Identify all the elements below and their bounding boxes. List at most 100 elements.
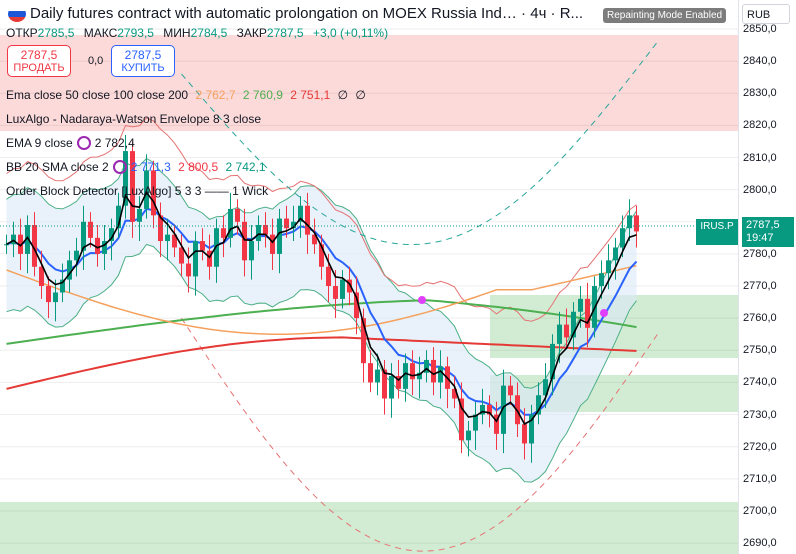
bullish-candle[interactable] bbox=[109, 228, 114, 242]
bearish-candle[interactable] bbox=[410, 363, 415, 380]
bullish-candle[interactable] bbox=[550, 343, 555, 380]
buy-button[interactable]: 2787,5 КУПИТЬ bbox=[111, 45, 175, 77]
bullish-candle[interactable] bbox=[466, 430, 471, 441]
bearish-candle[interactable] bbox=[319, 244, 324, 267]
bullish-candle[interactable] bbox=[102, 241, 107, 254]
bearish-candle[interactable] bbox=[18, 234, 23, 254]
bearish-candle[interactable] bbox=[179, 247, 184, 264]
bullish-candle[interactable] bbox=[340, 279, 345, 299]
bullish-candle[interactable] bbox=[557, 324, 562, 344]
bullish-candle[interactable] bbox=[11, 234, 16, 245]
price-axis[interactable]: 2850,02840,02830,02820,02810,02800,02790… bbox=[738, 0, 796, 554]
bearish-candle[interactable] bbox=[396, 376, 401, 389]
bearish-candle[interactable] bbox=[32, 224, 37, 267]
bullish-candle[interactable] bbox=[60, 279, 65, 293]
bearish-candle[interactable] bbox=[263, 224, 268, 235]
bearish-candle[interactable] bbox=[151, 170, 156, 216]
indicator-order-block[interactable]: Order Block Detector [LuxAlgo] 5 3 3 —— … bbox=[6, 184, 268, 198]
bullish-candle[interactable] bbox=[165, 234, 170, 242]
sell-button[interactable]: 2787,5 ПРОДАТЬ bbox=[7, 45, 71, 77]
bullish-candle[interactable] bbox=[256, 224, 261, 242]
bearish-candle[interactable] bbox=[95, 237, 100, 254]
bullish-candle[interactable] bbox=[424, 359, 429, 373]
symbol-title[interactable]: Daily futures contract with automatic pr… bbox=[30, 5, 584, 22]
indicator-ema-multi[interactable]: Ema close 50 close 100 close 200 2 762,7… bbox=[6, 88, 366, 102]
bearish-candle[interactable] bbox=[207, 250, 212, 267]
price-chart[interactable] bbox=[0, 0, 738, 554]
bearish-candle[interactable] bbox=[368, 363, 373, 383]
bullish-candle[interactable] bbox=[25, 224, 30, 254]
bullish-candle[interactable] bbox=[536, 395, 541, 415]
bearish-candle[interactable] bbox=[39, 266, 44, 287]
bearish-candle[interactable] bbox=[508, 385, 513, 396]
bearish-candle[interactable] bbox=[158, 215, 163, 242]
bullish-candle[interactable] bbox=[249, 241, 254, 261]
bearish-candle[interactable] bbox=[487, 404, 492, 415]
bearish-candle[interactable] bbox=[172, 234, 177, 248]
bearish-candle[interactable] bbox=[382, 369, 387, 399]
bearish-candle[interactable] bbox=[221, 228, 226, 238]
bullish-candle[interactable] bbox=[53, 292, 58, 303]
bearish-candle[interactable] bbox=[515, 395, 520, 425]
bullish-candle[interactable] bbox=[613, 247, 618, 261]
bearish-candle[interactable] bbox=[564, 324, 569, 338]
bullish-candle[interactable] bbox=[193, 241, 198, 277]
bearish-candle[interactable] bbox=[312, 234, 317, 245]
bullish-candle[interactable] bbox=[620, 228, 625, 248]
bearish-candle[interactable] bbox=[88, 221, 93, 238]
bullish-candle[interactable] bbox=[214, 228, 219, 267]
bullish-candle[interactable] bbox=[228, 208, 233, 238]
currency-button[interactable]: RUB bbox=[742, 4, 790, 24]
bullish-candle[interactable] bbox=[438, 366, 443, 383]
bearish-candle[interactable] bbox=[326, 266, 331, 287]
bullish-candle[interactable] bbox=[74, 250, 79, 261]
bullish-candle[interactable] bbox=[473, 414, 478, 431]
bearish-candle[interactable] bbox=[242, 221, 247, 261]
bearish-candle[interactable] bbox=[494, 414, 499, 434]
indicator-ema9[interactable]: EMA 9 close 2 782,4 bbox=[6, 136, 135, 150]
bullish-candle[interactable] bbox=[606, 260, 611, 274]
bearish-candle[interactable] bbox=[333, 286, 338, 299]
bullish-candle[interactable] bbox=[501, 385, 506, 434]
bullish-candle[interactable] bbox=[627, 215, 632, 229]
bearish-candle[interactable] bbox=[284, 218, 289, 229]
bearish-candle[interactable] bbox=[459, 398, 464, 441]
bearish-candle[interactable] bbox=[634, 215, 639, 232]
bearish-candle[interactable] bbox=[46, 286, 51, 303]
bullish-candle[interactable] bbox=[123, 151, 128, 206]
bearish-candle[interactable] bbox=[200, 241, 205, 251]
bearish-candle[interactable] bbox=[186, 263, 191, 277]
bullish-candle[interactable] bbox=[67, 260, 72, 280]
bullish-candle[interactable] bbox=[144, 170, 149, 209]
bullish-candle[interactable] bbox=[417, 372, 422, 380]
bearish-candle[interactable] bbox=[270, 234, 275, 254]
indicator-bollinger[interactable]: BB 20 SMA close 2 2 771,3 2 800,5 2 742,1 bbox=[6, 160, 266, 174]
bearish-candle[interactable] bbox=[130, 151, 135, 222]
bullish-candle[interactable] bbox=[543, 379, 548, 396]
bearish-candle[interactable] bbox=[522, 424, 527, 444]
bearish-candle[interactable] bbox=[347, 279, 352, 293]
bullish-candle[interactable] bbox=[81, 221, 86, 251]
bearish-candle[interactable] bbox=[585, 298, 590, 328]
bullish-candle[interactable] bbox=[599, 273, 604, 287]
bullish-candle[interactable] bbox=[571, 311, 576, 338]
bullish-candle[interactable] bbox=[291, 221, 296, 229]
indicator-nadaraya[interactable]: LuxAlgo - Nadaraya-Watson Envelope 8 3 c… bbox=[6, 112, 261, 126]
bullish-candle[interactable] bbox=[277, 218, 282, 254]
bullish-candle[interactable] bbox=[298, 205, 303, 222]
bearish-candle[interactable] bbox=[235, 208, 240, 222]
bearish-candle[interactable] bbox=[354, 292, 359, 319]
bearish-candle[interactable] bbox=[431, 359, 436, 383]
bullish-candle[interactable] bbox=[578, 298, 583, 312]
bullish-candle[interactable] bbox=[4, 244, 9, 246]
bullish-candle[interactable] bbox=[375, 369, 380, 383]
bullish-candle[interactable] bbox=[529, 414, 534, 444]
bearish-candle[interactable] bbox=[452, 388, 457, 399]
bullish-candle[interactable] bbox=[137, 208, 142, 222]
bearish-candle[interactable] bbox=[305, 205, 310, 235]
bullish-candle[interactable] bbox=[116, 205, 121, 229]
bearish-candle[interactable] bbox=[361, 318, 366, 364]
bullish-candle[interactable] bbox=[389, 376, 394, 399]
bullish-candle[interactable] bbox=[480, 404, 485, 415]
bullish-candle[interactable] bbox=[403, 363, 408, 389]
